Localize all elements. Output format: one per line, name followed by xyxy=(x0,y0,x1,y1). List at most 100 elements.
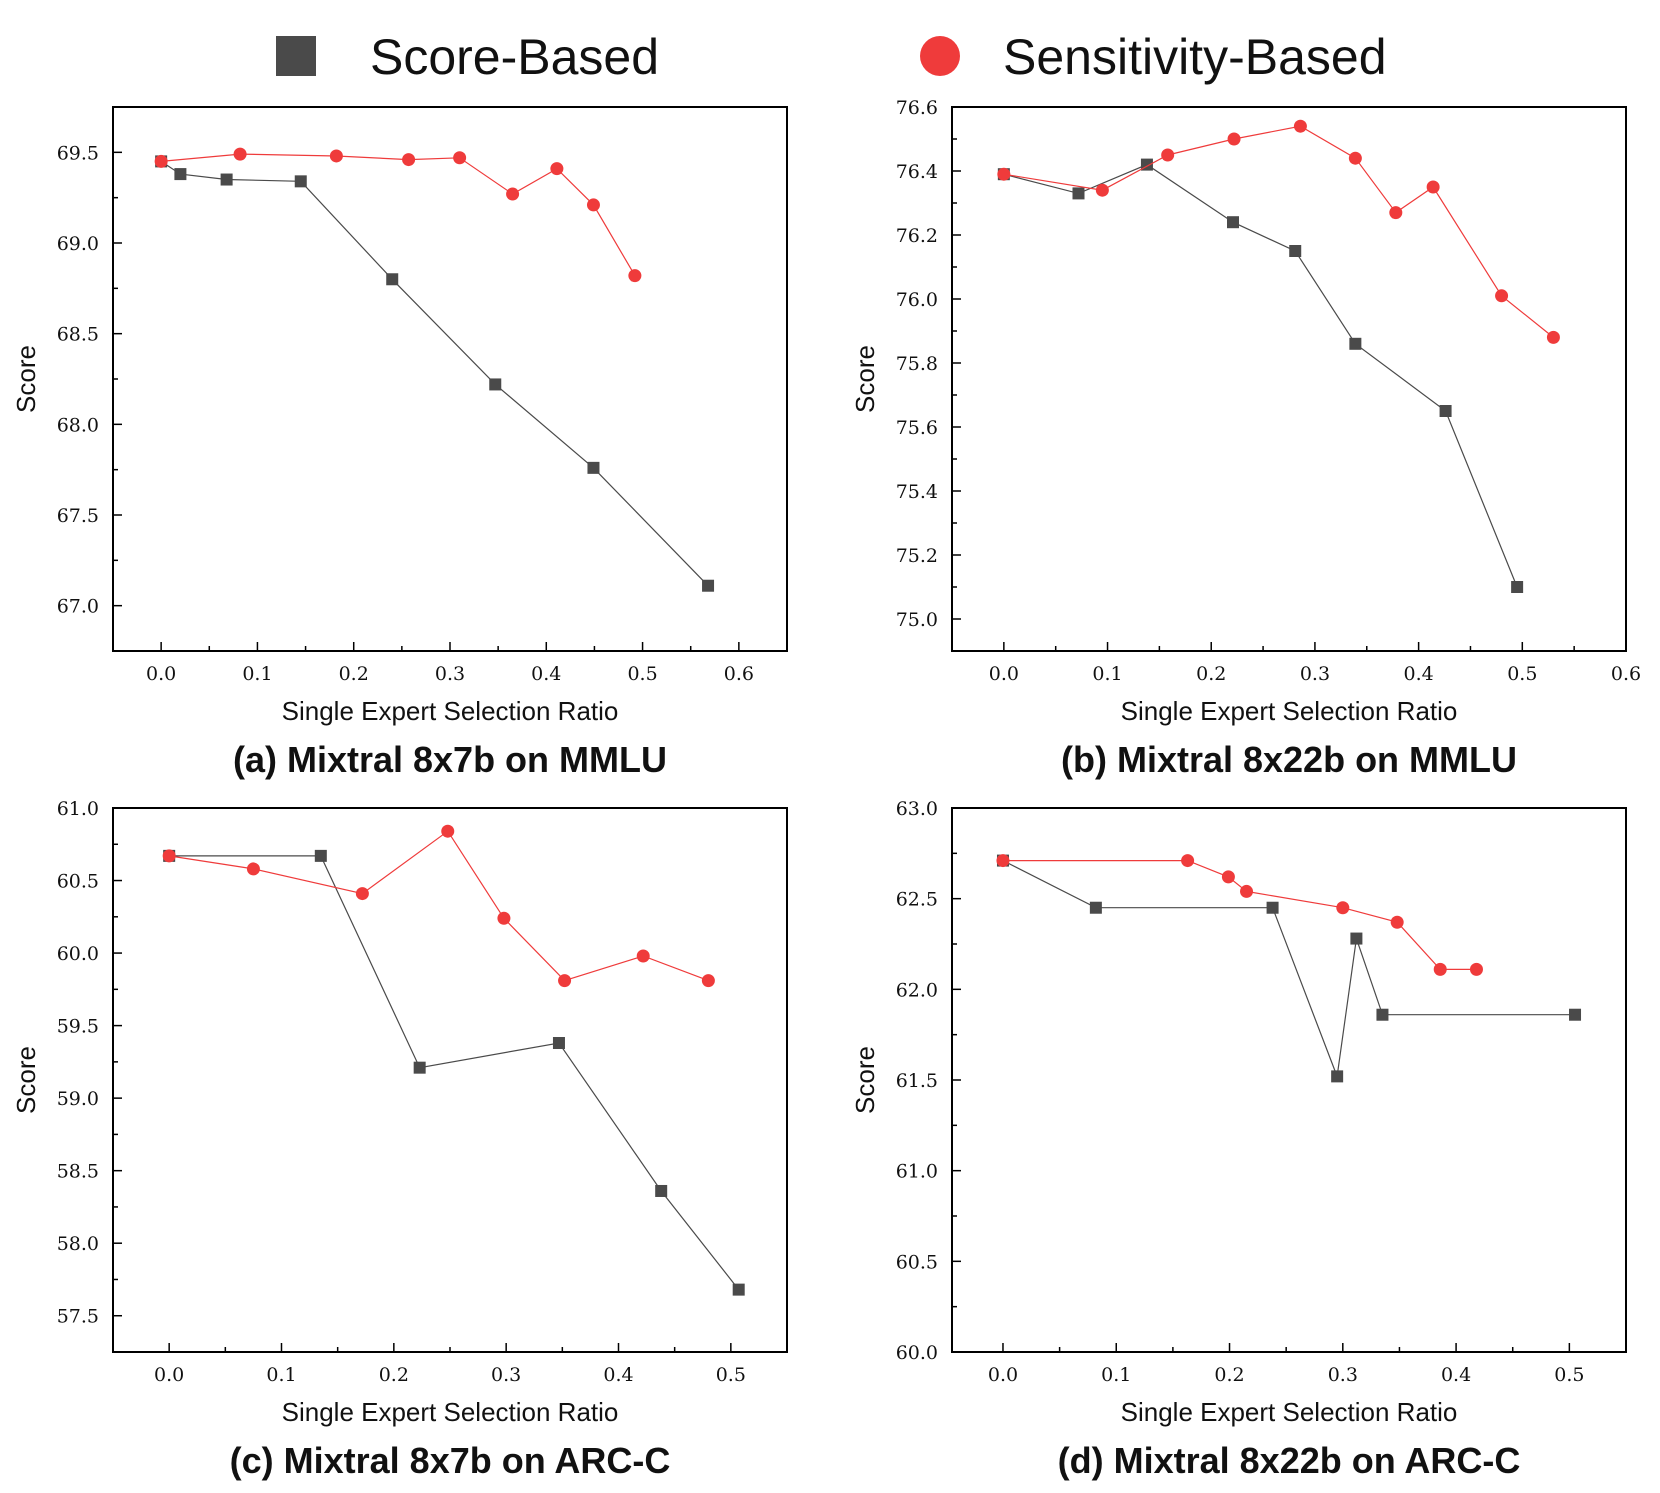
legend-score-based-marker xyxy=(276,36,316,76)
series-line xyxy=(169,830,709,982)
x-tick-label: 0.4 xyxy=(1404,663,1434,685)
x-axis-label: Single Expert Selection Ratio xyxy=(1121,1397,1458,1427)
y-tick-label: 58.0 xyxy=(57,1233,99,1255)
y-tick-label: 69.5 xyxy=(57,142,99,164)
data-point xyxy=(1546,330,1560,344)
data-point xyxy=(1221,870,1235,884)
chart-panel-1: 0.0 0.1 0.2 0.3 0.4 0.5 0.6 67.0 67.5 68.0 68.5 69.… xyxy=(11,106,788,780)
data-point xyxy=(701,974,715,988)
series-score-based xyxy=(996,854,1582,1083)
y-tick-label: 59.5 xyxy=(57,1016,99,1038)
chart-caption: (c) Mixtral 8x7b on ARC-C xyxy=(230,1440,671,1481)
y-tick-label: 75.8 xyxy=(896,353,938,375)
series-sensitivity-based xyxy=(997,119,1560,344)
y-tick-label: 69.0 xyxy=(57,233,99,255)
data-point xyxy=(997,167,1011,181)
data-point xyxy=(1289,245,1302,257)
data-point xyxy=(558,974,572,988)
data-point xyxy=(220,173,233,186)
data-point xyxy=(1495,289,1509,303)
series-sensitivity-based xyxy=(996,854,1483,976)
y-tick-label: 67.0 xyxy=(57,596,99,618)
y-tick-label: 63.0 xyxy=(896,798,938,820)
x-tick-label: 0.2 xyxy=(1214,1364,1244,1386)
data-point xyxy=(294,175,307,188)
data-point xyxy=(1511,581,1524,593)
y-tick-label: 61.0 xyxy=(57,798,99,820)
data-point xyxy=(550,162,564,176)
series-line xyxy=(1003,859,1477,971)
x-axis-label: Single Expert Selection Ratio xyxy=(282,1397,619,1427)
x-tick-label: 0.1 xyxy=(1101,1364,1131,1386)
x-tick-label: 0.2 xyxy=(339,663,369,685)
x-tick-label: 0.4 xyxy=(531,663,561,685)
data-point xyxy=(1469,962,1483,976)
data-point xyxy=(233,147,247,161)
data-point xyxy=(1376,1008,1389,1021)
data-point xyxy=(1348,151,1362,165)
x-tick-label: 0.1 xyxy=(242,663,272,685)
data-point xyxy=(1439,405,1452,417)
y-tick-label: 58.5 xyxy=(57,1161,99,1183)
data-point xyxy=(246,862,260,876)
y-tick-label: 59.0 xyxy=(57,1088,99,1110)
x-tick-label: 0.1 xyxy=(1092,663,1122,685)
y-tick-label: 76.2 xyxy=(896,225,938,247)
y-tick-label: 67.5 xyxy=(57,505,99,527)
y-tick-label: 60.5 xyxy=(896,1251,938,1273)
series-score-based xyxy=(997,158,1524,593)
plot-frame xyxy=(112,106,788,652)
x-tick-label: 0.0 xyxy=(988,1364,1018,1386)
data-point xyxy=(497,911,511,925)
y-tick-label: 57.5 xyxy=(57,1306,99,1328)
data-point xyxy=(1433,962,1447,976)
data-point xyxy=(506,187,520,201)
x-tick-label: 0.4 xyxy=(1441,1364,1471,1386)
data-point xyxy=(386,273,399,286)
y-axis-label: Score xyxy=(11,345,41,413)
data-point xyxy=(441,824,455,838)
x-tick-label: 0.1 xyxy=(266,1364,296,1386)
data-point xyxy=(1181,854,1195,868)
data-point xyxy=(1426,180,1440,194)
data-point xyxy=(702,579,715,592)
x-tick-label: 0.3 xyxy=(1300,663,1330,685)
x-tick-label: 0.2 xyxy=(379,1364,409,1386)
legend-sensitivity-based-marker xyxy=(920,36,960,76)
data-point xyxy=(1293,119,1307,133)
data-point xyxy=(489,378,502,391)
data-point xyxy=(1350,932,1363,945)
series-line xyxy=(161,153,636,276)
data-point xyxy=(1227,132,1241,146)
chart-caption: (a) Mixtral 8x7b on MMLU xyxy=(233,739,667,780)
data-point xyxy=(1349,337,1362,350)
series-score-based xyxy=(155,155,715,592)
y-axis-label: Score xyxy=(850,345,880,413)
data-point xyxy=(329,149,343,163)
y-tick-label: 75.2 xyxy=(896,545,938,567)
y-tick-label: 75.0 xyxy=(896,609,938,631)
y-tick-label: 68.5 xyxy=(57,324,99,346)
x-tick-label: 0.5 xyxy=(1554,1364,1584,1386)
plot-frame xyxy=(951,807,1627,1353)
plot-frame xyxy=(112,807,788,1353)
y-tick-label: 75.4 xyxy=(896,481,938,503)
data-point xyxy=(552,1037,565,1050)
data-point xyxy=(1336,901,1350,915)
x-tick-label: 0.3 xyxy=(1328,1364,1358,1386)
x-tick-label: 0.5 xyxy=(716,1364,746,1386)
y-tick-label: 60.5 xyxy=(57,871,99,893)
data-point xyxy=(1389,206,1403,220)
legend-score-based-label: Score-Based xyxy=(370,29,659,85)
chart-panels: 0.0 0.1 0.2 0.3 0.4 0.5 0.6 67.0 67.5 68.0 68.5 69.… xyxy=(11,97,1641,1481)
data-point xyxy=(314,849,327,862)
data-point xyxy=(413,1061,426,1074)
data-point xyxy=(1240,884,1254,898)
y-axis-label: Score xyxy=(850,1046,880,1114)
x-axis-label: Single Expert Selection Ratio xyxy=(282,696,619,726)
data-point xyxy=(453,151,467,165)
data-point xyxy=(1390,915,1404,929)
y-tick-label: 75.6 xyxy=(896,417,938,439)
x-tick-label: 0.0 xyxy=(154,1364,184,1386)
